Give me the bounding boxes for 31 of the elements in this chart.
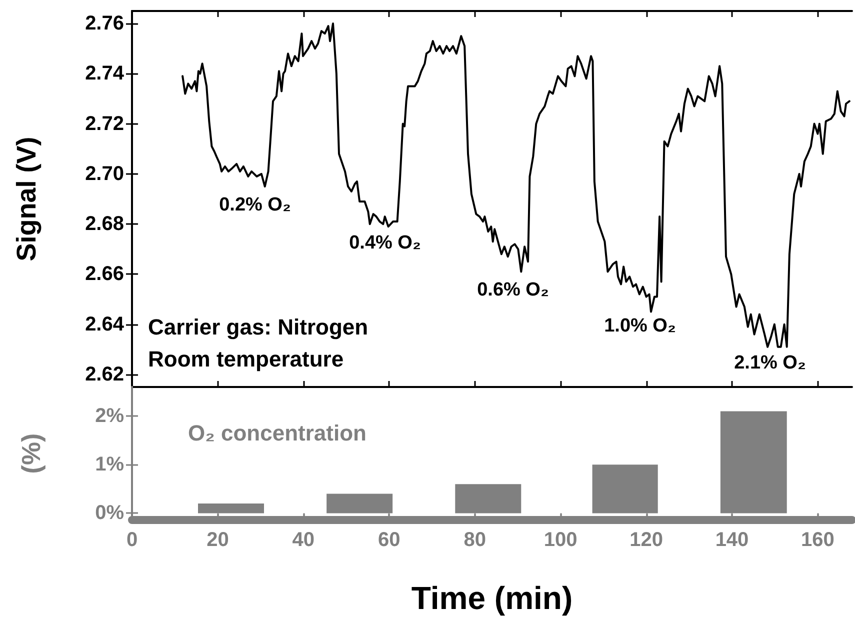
x-tick-label: 0 (126, 529, 138, 551)
y-tick-label: 2.68 (85, 213, 124, 236)
x-tick-label: 80 (464, 529, 486, 551)
annotation: 1.0% O₂ (604, 316, 676, 336)
y-tick-label: 2.76 (85, 12, 124, 35)
annotation: 0.6% O₂ (477, 280, 549, 300)
y-tick-label: 0% (95, 502, 124, 524)
y-tick-label: 2% (95, 405, 124, 428)
y-tick-label: 2.64 (85, 313, 125, 336)
x-tick-label: 120 (630, 529, 663, 551)
y-tick-label: 2.70 (85, 162, 124, 185)
y-axis-title: (%) (16, 433, 46, 474)
y-tick-label: 2.72 (85, 112, 124, 135)
y-axis-title: Signal (V) (12, 136, 42, 262)
y-tick-label: 1% (95, 454, 124, 476)
y-tick-label: 2.66 (85, 263, 124, 286)
x-tick-label: 40 (292, 529, 315, 551)
annotation: Room temperature (148, 346, 344, 372)
annotation: Carrier gas: Nitrogen (148, 314, 368, 340)
annotation: O₂ concentration (188, 420, 366, 446)
x-tick-label: 20 (206, 529, 229, 551)
annotation: 2.1% O₂ (734, 352, 806, 374)
annotation: 0.4% O₂ (349, 232, 421, 254)
x-tick-label: 140 (715, 529, 749, 551)
x-tick-label: 160 (801, 529, 834, 551)
y-tick-label: 2.74 (85, 62, 125, 85)
x-tick-label: 60 (378, 529, 400, 551)
y-tick-label: 2.62 (85, 363, 124, 386)
x-tick-label: 100 (544, 529, 578, 551)
annotation: 0.2% O₂ (219, 194, 291, 216)
x-axis-title: Time (min) (411, 580, 573, 616)
